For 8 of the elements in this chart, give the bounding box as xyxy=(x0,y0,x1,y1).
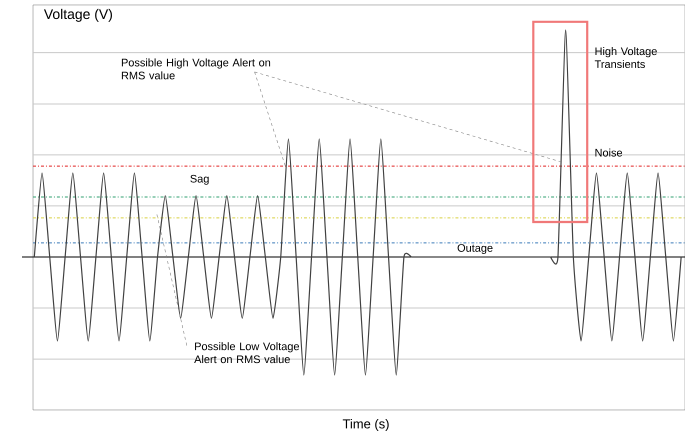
annotation: Sag xyxy=(190,174,209,185)
annotation: High Voltage Transients xyxy=(594,47,657,68)
y-axis-title: Voltage (V) xyxy=(44,8,112,22)
annotation: Possible High Voltage Alert on RMS value xyxy=(122,58,270,80)
x-axis-title: Time (s) xyxy=(342,418,389,432)
annotation: Possible Low Voltage Alert on RMS value xyxy=(194,342,300,364)
annotation: Noise xyxy=(595,148,622,157)
annotation: Outage xyxy=(458,244,493,254)
